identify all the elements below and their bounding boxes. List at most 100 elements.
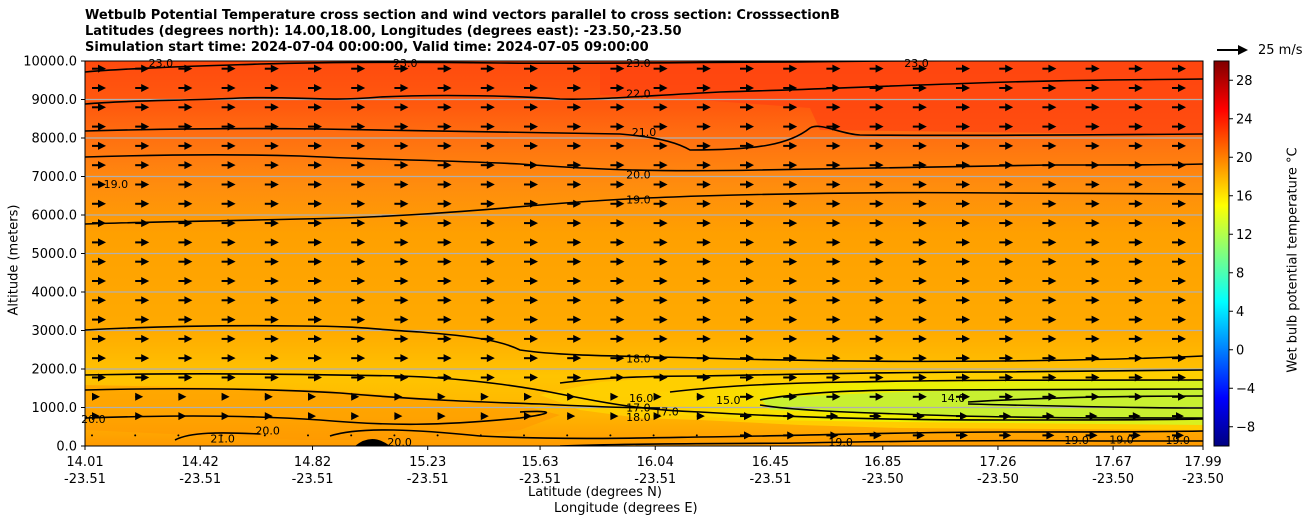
wind-vector [740,238,754,247]
wind-vector [1085,199,1100,208]
wind-vector [740,161,754,170]
wind-vector [1042,141,1057,150]
wind-vector [696,103,711,112]
y-tick-label: 10000.0 [23,55,77,70]
wind-vector [264,412,273,421]
wind-vector [999,276,1014,285]
contour-label: 14.0 [941,392,966,405]
wind-vector [351,354,366,363]
wind-vector [999,161,1014,170]
wind-vector [135,238,150,247]
wind-vector [912,431,925,440]
wind-vector [221,238,236,247]
wind-vector [1172,296,1186,305]
wind-vector [480,334,495,343]
wind-vector [740,141,754,150]
wind-vector [566,434,569,437]
contour-label: 22.0 [626,88,651,101]
wind-vector [999,238,1014,247]
wind-vector [1085,219,1100,228]
contour-lines [85,61,1203,446]
wind-vector [264,373,279,382]
wind-vector [1042,83,1057,92]
x-tick-label-lon: -23.51 [64,472,106,487]
wind-vector [437,392,446,401]
wind-vector [178,141,193,150]
wind-vector [308,412,316,421]
wind-vector [869,315,884,324]
wind-vector [567,412,576,421]
wind-vector [610,83,625,92]
wind-vector [350,434,353,437]
wind-vector [351,122,366,131]
x-tick-label-lon: -23.50 [1182,472,1224,487]
wind-vector [869,141,884,150]
wind-vector [91,434,93,437]
wind-vector [956,122,970,131]
x-tick-label-lat: 14.42 [182,455,219,470]
wind-vector [92,354,106,363]
wind-vector [221,315,236,324]
wind-vector [1128,315,1143,324]
wind-vector [696,412,705,421]
wind-vector [134,434,137,437]
wind-vector [480,161,495,170]
wind-vector [956,276,970,285]
wind-vector [264,141,279,150]
wind-vector [92,64,106,73]
wind-vector [740,296,754,305]
wind-vector [221,296,236,305]
wind-vector [653,354,668,363]
wind-vector [826,373,841,382]
wind-vector [1128,257,1143,266]
contour-label: 23.0 [626,57,651,70]
wind-vector [351,161,366,170]
colorbar-tick-label: −8 [1236,420,1255,435]
wind-vector [740,373,754,382]
gridlines [85,98,1203,409]
wind-vector [912,122,927,131]
wind-vector [135,315,150,324]
wind-vector [1128,276,1143,285]
wind-vector [1085,276,1100,285]
wind-vector [653,257,668,266]
wind-vector [264,199,279,208]
wind-vector [351,64,366,73]
x-tick-label-lat: 15.63 [521,455,558,470]
wind-vector [869,238,884,247]
wind-vector [783,296,798,305]
contour-label: 21.0 [210,432,235,445]
wind-vector [437,412,446,421]
wind-vector [1172,238,1186,247]
wind-vector [1042,296,1057,305]
x-tick-label-lon: -23.51 [749,472,791,487]
wind-vector [696,238,711,247]
x-axis-label-latitude: Latitude (degrees N) [528,485,662,500]
wind-vector [308,315,322,324]
wind-vector [178,219,193,228]
wind-vector [394,83,409,92]
wind-vector [999,180,1014,189]
wind-vector [696,276,711,285]
wind-vector [1128,161,1143,170]
wind-vector [351,392,360,401]
wind-vector [1172,103,1186,112]
wind-vector [1128,103,1143,112]
wind-vector [437,219,452,228]
wind-vector [221,276,236,285]
wind-vector [826,219,841,228]
y-tick-label: 5000.0 [32,247,78,262]
wind-vector [524,103,538,112]
wind-vector [351,296,366,305]
wind-vector [826,257,841,266]
wind-vector [826,392,841,401]
contour-16 [559,369,1203,384]
wind-vector [1042,199,1057,208]
wind-vector [308,373,322,382]
wind-vector [783,161,798,170]
y-tick-label: 8000.0 [32,132,78,147]
wind-vector [610,122,625,131]
wind-vector [869,373,884,382]
wind-vector [999,199,1014,208]
wind-vector [436,434,439,437]
